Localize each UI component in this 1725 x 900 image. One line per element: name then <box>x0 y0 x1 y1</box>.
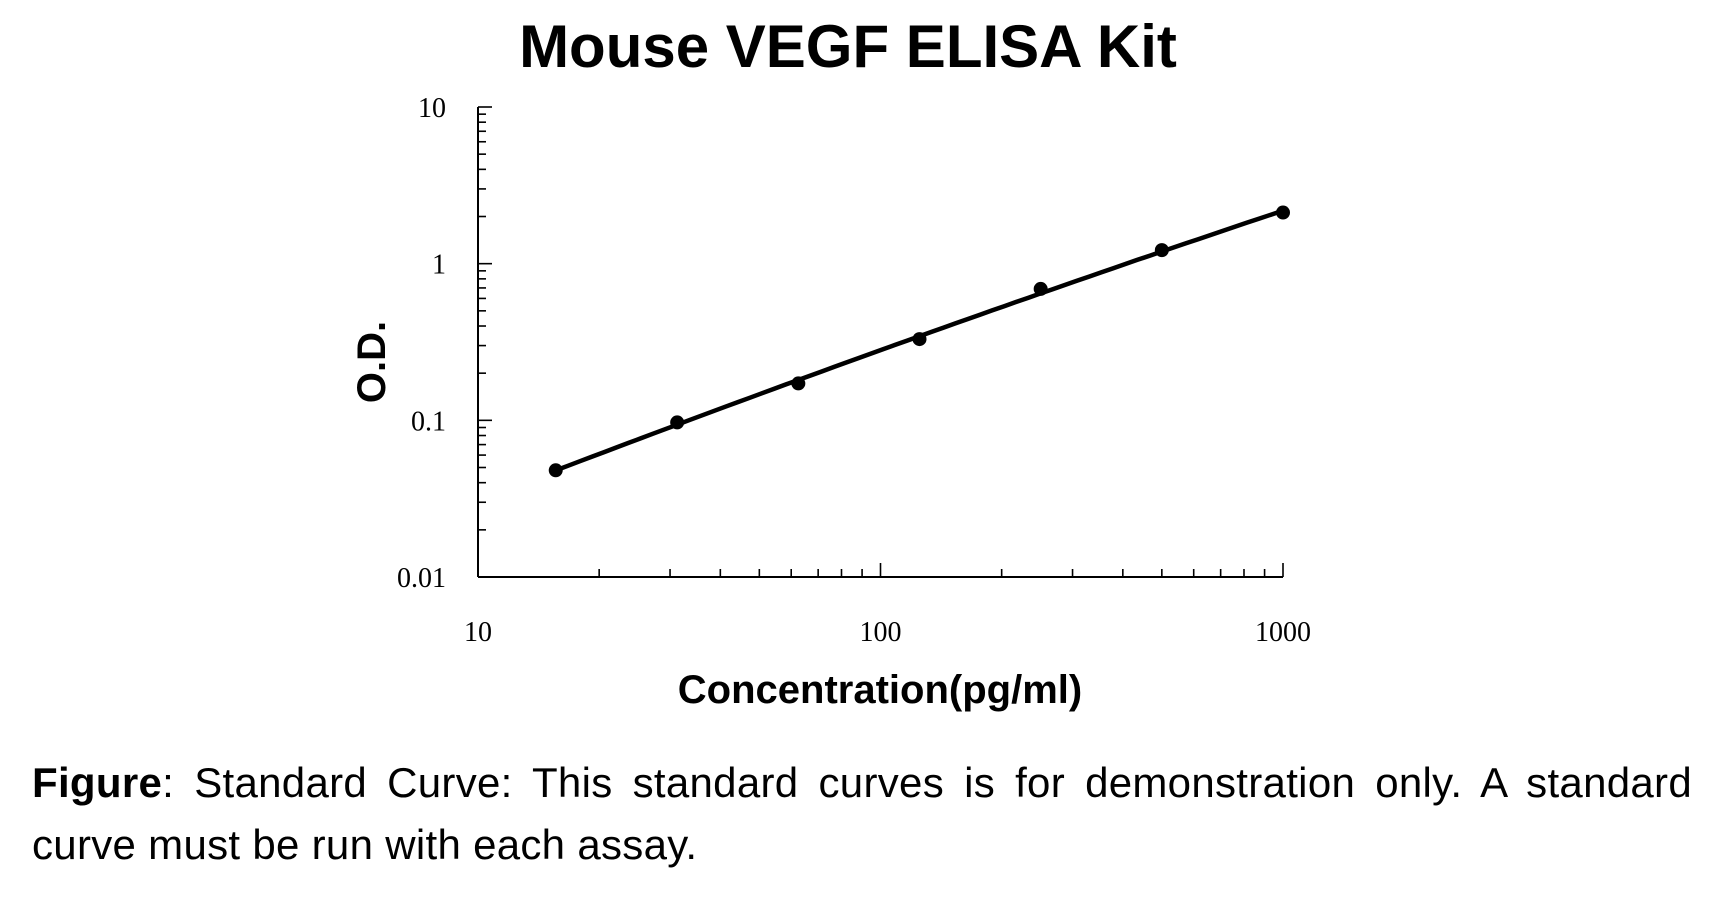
figure-caption: Figure: Standard Curve: This standard cu… <box>32 752 1692 876</box>
y-tick-label: 1 <box>432 250 446 281</box>
x-tick-label: 100 <box>860 617 902 648</box>
y-tick-label: 0.01 <box>397 563 446 594</box>
x-tick-label: 1000 <box>1255 617 1311 648</box>
x-axis-title: Concentration(pg/ml) <box>678 668 1082 712</box>
data-point <box>548 463 563 478</box>
caption-text: : Standard Curve: This standard curves i… <box>32 759 1692 868</box>
data-point <box>1276 205 1290 220</box>
data-point <box>791 376 806 391</box>
data-point <box>1154 243 1169 258</box>
ticks <box>477 106 1284 578</box>
caption-label: Figure <box>32 759 163 806</box>
data-point <box>912 332 927 347</box>
data-point <box>1033 281 1048 296</box>
chart-title: Mouse VEGF ELISA Kit <box>519 13 1177 80</box>
tick-labels: 0.01 0.1 1 10 10 100 1000 <box>397 93 1311 648</box>
x-tick-label: 10 <box>464 617 492 648</box>
y-tick-label: 10 <box>418 93 446 124</box>
y-tick-label: 0.1 <box>411 406 446 437</box>
data-points <box>548 205 1290 478</box>
data-point <box>670 415 685 430</box>
axes <box>477 107 1283 578</box>
y-axis-title: O.D. <box>350 321 394 403</box>
